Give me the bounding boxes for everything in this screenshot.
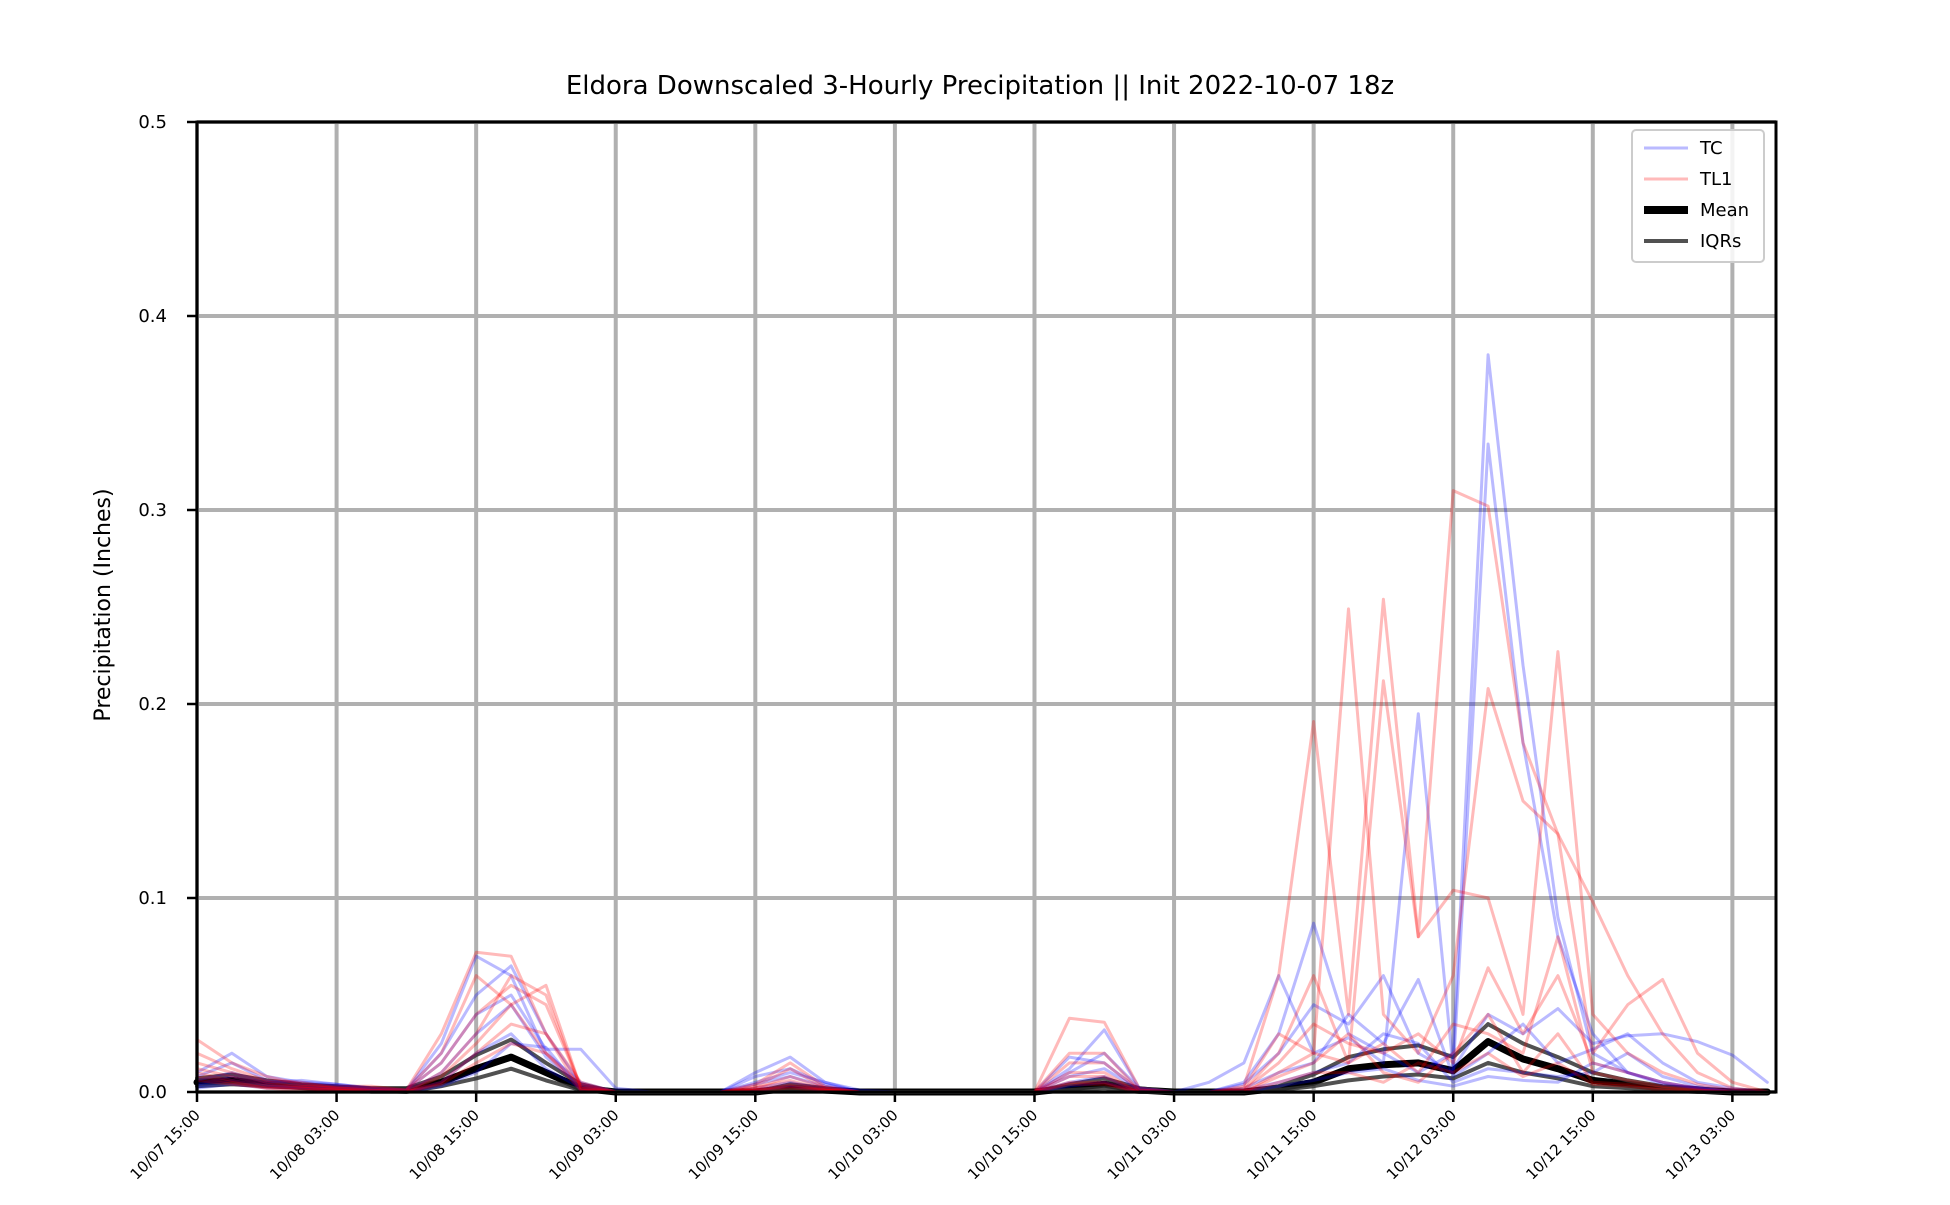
legend-label: IQRs [1700, 231, 1741, 252]
legend-label: TC [1699, 138, 1723, 159]
y-tick-label: 0.3 [138, 500, 167, 521]
y-tick-label: 0.1 [138, 888, 167, 909]
x-tick-label: 10/08 03:00 [266, 1106, 343, 1183]
x-tick-label: 10/13 03:00 [1662, 1106, 1739, 1183]
x-tick-label: 10/10 15:00 [964, 1106, 1041, 1183]
y-tick-label: 0.5 [138, 112, 167, 133]
x-tick-label: 10/10 03:00 [824, 1106, 901, 1183]
x-tick-label: 10/09 03:00 [545, 1106, 622, 1183]
series-line-tl1 [195, 1042, 1769, 1094]
y-tick-label: 0.4 [138, 306, 167, 327]
y-axis-label: Precipitation (Inches) [91, 488, 116, 721]
chart-title: Eldora Downscaled 3-Hourly Precipitation… [566, 71, 1394, 101]
x-tick-label: 10/08 15:00 [406, 1106, 483, 1183]
y-tick-label: 0.0 [138, 1082, 167, 1103]
x-tick-label: 10/11 03:00 [1104, 1106, 1181, 1183]
grid [195, 120, 1776, 1094]
x-tick-label: 10/09 15:00 [685, 1106, 762, 1183]
series-layer [193, 353, 1771, 1096]
legend-label: Mean [1700, 200, 1749, 221]
legend: TC TL1 Mean IQRs [1631, 129, 1765, 263]
x-tick-label: 10/12 03:00 [1383, 1106, 1460, 1183]
plot-frame [195, 120, 1778, 1094]
x-tick-label: 10/07 15:00 [127, 1106, 204, 1183]
legend-label: TL1 [1699, 169, 1732, 190]
y-tick-label: 0.2 [138, 694, 167, 715]
x-tick-label: 10/11 15:00 [1243, 1106, 1320, 1183]
legend-box [1631, 129, 1765, 263]
series-line-tc [195, 353, 1769, 1094]
x-tick-label: 10/12 15:00 [1522, 1106, 1599, 1183]
